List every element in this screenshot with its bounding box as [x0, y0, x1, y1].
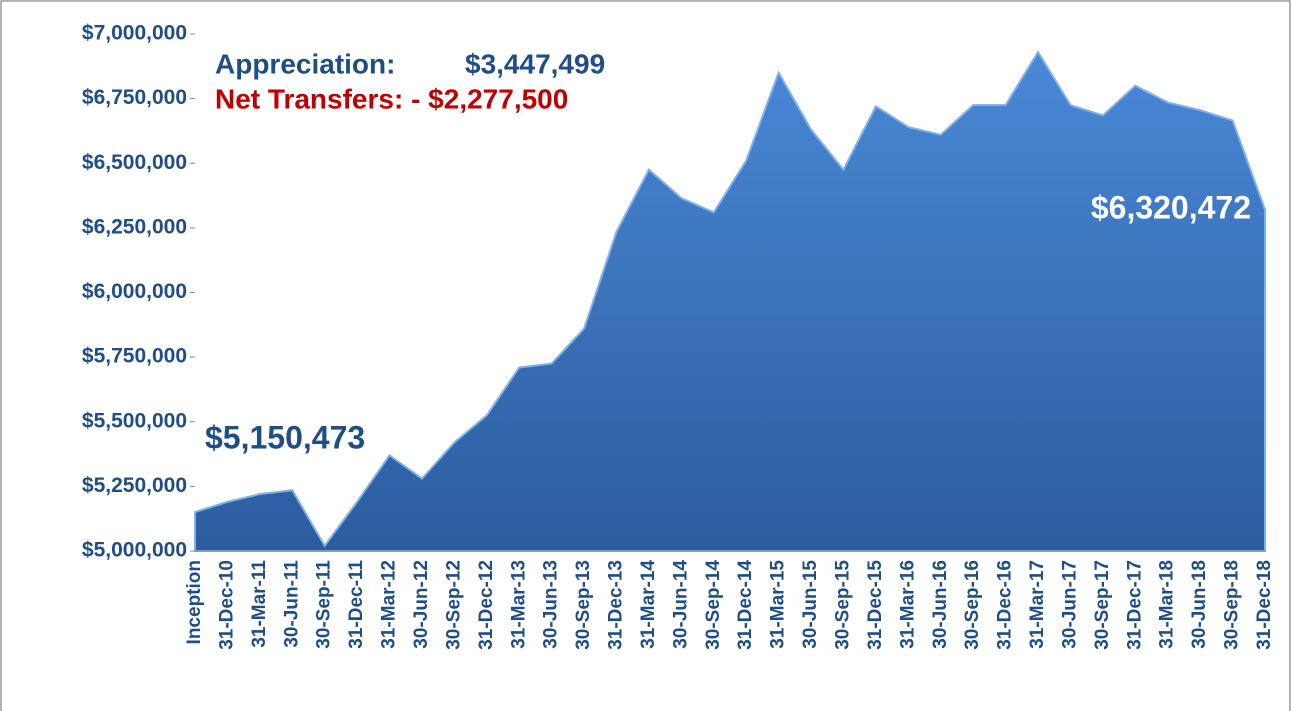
x-tick-label: 31-Mar-16 — [897, 560, 918, 649]
x-tick-label: 31-Mar-18 — [1157, 560, 1178, 649]
y-tick-label: $7,000,000 — [82, 22, 187, 45]
x-tick-label: 31-Mar-12 — [379, 560, 400, 649]
x-tick-label: 30-Jun-14 — [670, 560, 691, 649]
x-tick-label: 31-Dec-15 — [865, 560, 886, 650]
x-tick-label: 30-Sep-11 — [314, 560, 335, 649]
x-tick-label: 31-Dec-14 — [735, 560, 756, 650]
x-tick-label: 30-Sep-18 — [1222, 560, 1243, 650]
appreciation-label: Appreciation: — [215, 48, 395, 79]
x-tick-label: 31-Dec-18 — [1254, 560, 1275, 650]
y-tick-label: $5,000,000 — [82, 539, 187, 562]
appreciation-value: $3,447,499 — [465, 48, 605, 79]
x-tick-label: Inception — [184, 560, 205, 644]
x-tick-label: 30-Sep-16 — [962, 560, 983, 650]
y-tick-label: $5,250,000 — [82, 474, 187, 497]
x-tick-label: 30-Sep-13 — [573, 560, 594, 650]
x-tick-label: 31-Mar-11 — [249, 560, 270, 648]
x-tick-label: 31-Mar-14 — [638, 560, 659, 649]
data-label: $5,150,473 — [205, 419, 365, 455]
x-tick-label: 30-Sep-14 — [703, 560, 724, 650]
y-tick-label: $6,000,000 — [82, 280, 187, 303]
x-tick-label: 31-Dec-11 — [346, 560, 367, 649]
x-tick-label: 31-Dec-12 — [476, 560, 497, 650]
y-tick-label: $6,750,000 — [82, 86, 187, 109]
x-tick-label: 30-Sep-15 — [833, 560, 854, 650]
x-tick-label: 31-Dec-17 — [1124, 560, 1145, 650]
x-tick-label: 30-Sep-17 — [1092, 560, 1113, 650]
x-tick-label: 31-Dec-13 — [606, 560, 627, 650]
x-tick-label: 30-Jun-18 — [1189, 560, 1210, 649]
x-tick-label: 30-Jun-17 — [1059, 560, 1080, 649]
y-tick-label: $5,750,000 — [82, 345, 187, 368]
area — [194, 50, 1266, 552]
y-tick-label: $6,500,000 — [82, 151, 187, 174]
y-tick-label: $6,250,000 — [82, 215, 187, 238]
x-tick-label: 30-Jun-16 — [930, 560, 951, 649]
x-tick-label: 31-Dec-16 — [995, 560, 1016, 650]
x-tick-label: 30-Jun-15 — [800, 560, 821, 649]
x-tick-label: 30-Sep-12 — [443, 560, 464, 650]
y-tick-label: $5,500,000 — [82, 409, 187, 432]
x-tick-label: 31-Mar-15 — [768, 560, 789, 649]
x-tick-label: 31-Dec-10 — [216, 560, 237, 650]
x-tick-label: 30-Jun-13 — [541, 560, 562, 649]
x-tick-label: 30-Jun-11 — [281, 560, 302, 648]
x-tick-label: 31-Mar-13 — [508, 560, 529, 649]
net-transfers: Net Transfers: - $2,277,500 — [215, 83, 568, 114]
x-tick-label: 30-Jun-12 — [411, 560, 432, 649]
data-label: $6,320,472 — [1091, 189, 1251, 225]
x-tick-label: 31-Mar-17 — [1027, 560, 1048, 649]
